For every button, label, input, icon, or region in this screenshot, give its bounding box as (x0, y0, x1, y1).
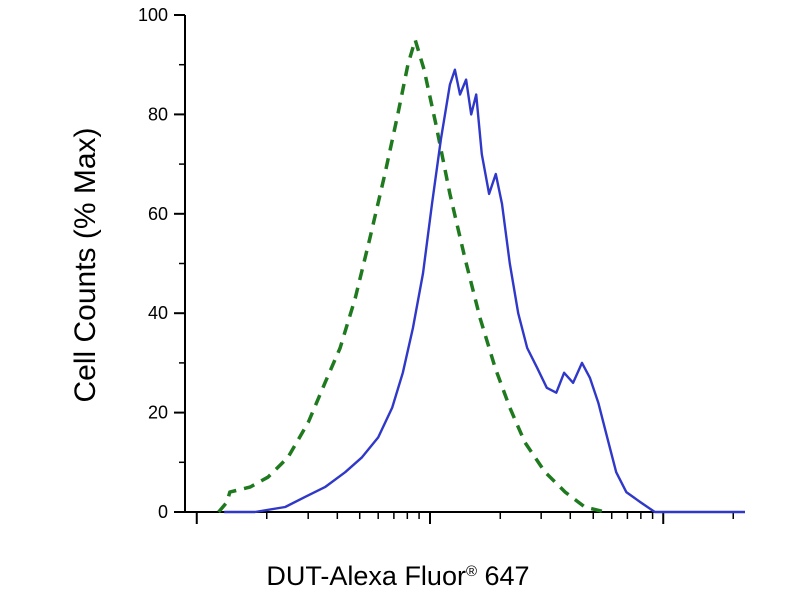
x-axis-label-main: DUT-Alexa Fluor (266, 561, 466, 591)
blue-solid-histogram (224, 68, 745, 514)
y-tick-label: 0 (158, 502, 168, 522)
y-tick-label: 80 (148, 104, 168, 124)
y-axis-label: Cell Counts (% Max) (69, 127, 102, 402)
green-dashed-histogram (217, 38, 606, 514)
x-axis-label-suffix: 647 (477, 561, 530, 591)
y-tick-label: 40 (148, 303, 168, 323)
x-axis-label: DUT-Alexa Fluor® 647 (266, 561, 529, 591)
y-tick-label: 60 (148, 204, 168, 224)
registered-trademark-symbol: ® (466, 563, 477, 580)
y-tick-label: 100 (138, 5, 168, 25)
y-tick-label: 20 (148, 403, 168, 423)
